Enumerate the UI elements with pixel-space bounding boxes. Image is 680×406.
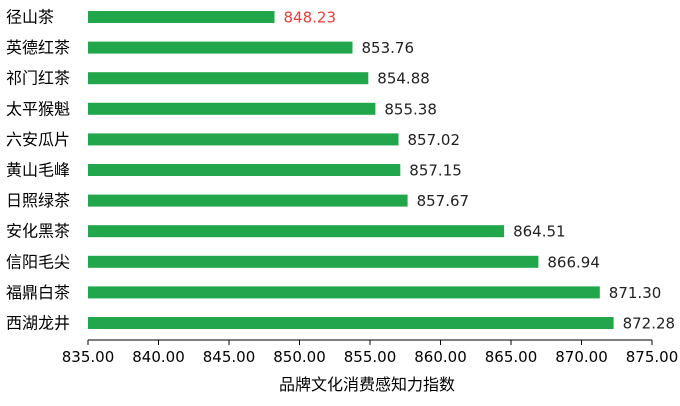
bar <box>88 286 600 299</box>
value-label: 854.88 <box>377 70 430 88</box>
x-tick-label: 855.00 <box>344 348 397 366</box>
bar <box>88 225 505 238</box>
value-label: 864.51 <box>513 223 566 241</box>
value-label: 871.30 <box>609 284 662 302</box>
bar <box>88 164 401 176</box>
bar <box>88 72 369 85</box>
category-label: 安化黑茶 <box>6 222 70 241</box>
x-tick-label: 850.00 <box>273 348 326 366</box>
x-tick-label: 865.00 <box>485 348 538 366</box>
bars: 径山茶 848.23 英德红茶 853.76 祁门红茶 854.88 太平猴魁 855.38 六… <box>6 8 675 333</box>
x-tick-label: 870.00 <box>555 348 608 366</box>
bar <box>88 11 275 23</box>
category-label: 太平猴魁 <box>6 99 70 118</box>
value-label: 872.28 <box>623 315 676 333</box>
bar <box>88 317 614 329</box>
x-axis-title: 品牌文化消费感知力指数 <box>279 375 455 394</box>
bar <box>88 133 399 146</box>
category-label: 信阳毛尖 <box>6 252 70 271</box>
value-label: 848.23 <box>284 9 337 27</box>
category-label: 六安瓜片 <box>6 130 70 149</box>
x-tick-label: 845.00 <box>203 348 256 366</box>
value-label: 855.38 <box>384 100 437 118</box>
x-tick-label: 835.00 <box>62 348 115 366</box>
category-label: 福鼎白茶 <box>6 283 70 302</box>
value-label: 866.94 <box>547 253 600 271</box>
value-label: 857.02 <box>408 131 461 149</box>
value-label: 857.15 <box>409 162 462 180</box>
x-tick-label: 875.00 <box>626 348 679 366</box>
category-label: 黄山毛峰 <box>6 161 70 180</box>
x-axis: 835.00 840.00 845.00 850.00 855.00 860.00 865.… <box>62 339 679 366</box>
category-label: 日照绿茶 <box>6 191 70 210</box>
bar <box>88 255 539 268</box>
value-label: 857.67 <box>417 192 470 210</box>
x-tick-label: 840.00 <box>132 348 185 366</box>
bar <box>88 41 353 54</box>
bar <box>88 102 376 115</box>
category-label: 英德红茶 <box>6 38 70 57</box>
bar <box>88 194 408 207</box>
value-label: 853.76 <box>362 39 415 57</box>
x-tick-label: 860.00 <box>414 348 467 366</box>
category-label: 径山茶 <box>6 8 54 27</box>
category-label: 祁门红茶 <box>6 69 70 88</box>
category-label: 西湖龙井 <box>6 314 70 333</box>
